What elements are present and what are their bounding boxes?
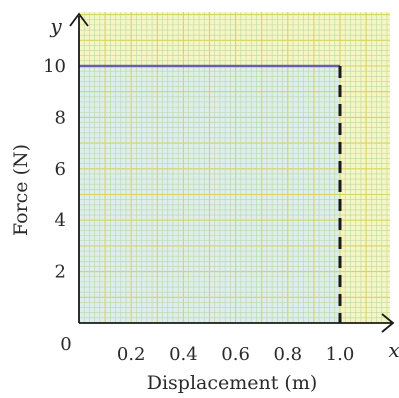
y-tick-label: 4	[55, 210, 66, 231]
y-tick-label: 10	[43, 56, 66, 77]
y-tick-label: 2	[55, 262, 66, 283]
x-tick-labels: 0.2 0.4 0.6 0.8 1.0	[117, 344, 354, 365]
x-tick-label: 0.8	[273, 344, 302, 365]
x-axis-arrowhead	[381, 313, 395, 333]
x-axis-title: Displacement (m)	[147, 372, 318, 394]
x-axis-symbol: x	[388, 338, 399, 362]
y-tick-labels: 2 4 6 8 10	[43, 56, 66, 283]
y-axis-title: Force (N)	[10, 144, 32, 236]
y-axis-symbol: y	[49, 14, 62, 38]
y-tick-label: 8	[55, 107, 66, 128]
x-tick-label: 0.2	[117, 344, 146, 365]
y-tick-label: 6	[55, 159, 66, 180]
x-tick-label: 0.4	[169, 344, 198, 365]
major-gridlines	[79, 12, 390, 323]
origin-label: 0	[60, 334, 71, 355]
x-tick-label: 1.0	[326, 344, 355, 365]
x-tick-label: 0.6	[221, 344, 250, 365]
y-axis-arrowhead	[69, 12, 89, 27]
